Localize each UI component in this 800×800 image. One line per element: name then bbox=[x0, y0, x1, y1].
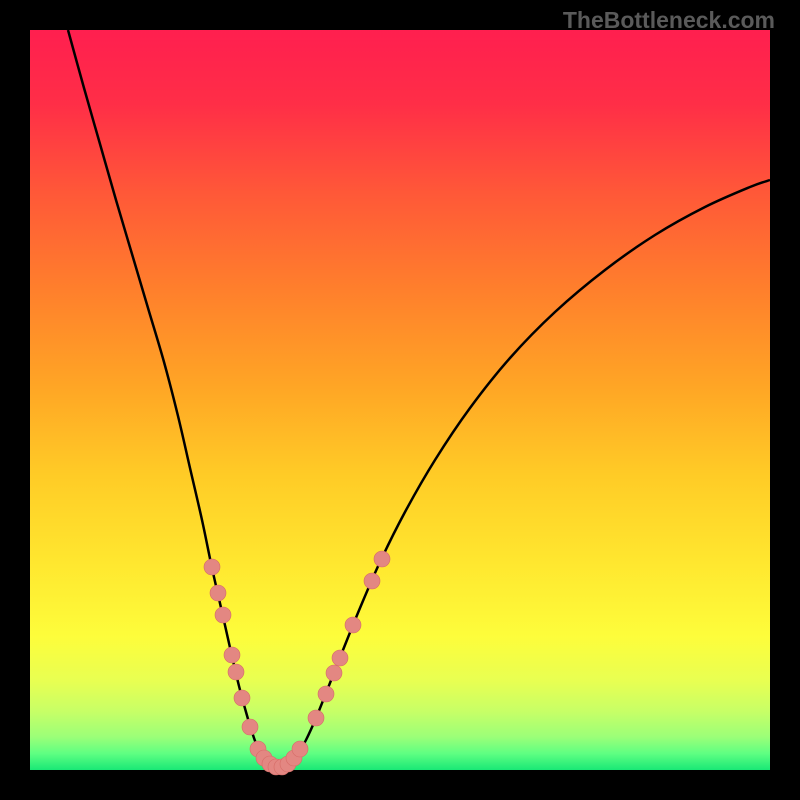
data-marker bbox=[215, 607, 231, 623]
curve-layer bbox=[30, 30, 770, 770]
curve-right bbox=[279, 180, 770, 768]
curve-left bbox=[68, 30, 279, 768]
data-marker bbox=[234, 690, 250, 706]
plot-area bbox=[30, 30, 770, 770]
data-marker bbox=[292, 741, 308, 757]
data-marker bbox=[318, 686, 334, 702]
data-marker bbox=[308, 710, 324, 726]
data-marker bbox=[242, 719, 258, 735]
data-marker bbox=[332, 650, 348, 666]
data-marker bbox=[364, 573, 380, 589]
marker-group bbox=[204, 551, 390, 775]
chart-frame: TheBottleneck.com bbox=[0, 0, 800, 800]
data-marker bbox=[210, 585, 226, 601]
data-marker bbox=[228, 664, 244, 680]
data-marker bbox=[374, 551, 390, 567]
data-marker bbox=[224, 647, 240, 663]
data-marker bbox=[345, 617, 361, 633]
data-marker bbox=[326, 665, 342, 681]
data-marker bbox=[204, 559, 220, 575]
watermark-text: TheBottleneck.com bbox=[563, 7, 775, 34]
